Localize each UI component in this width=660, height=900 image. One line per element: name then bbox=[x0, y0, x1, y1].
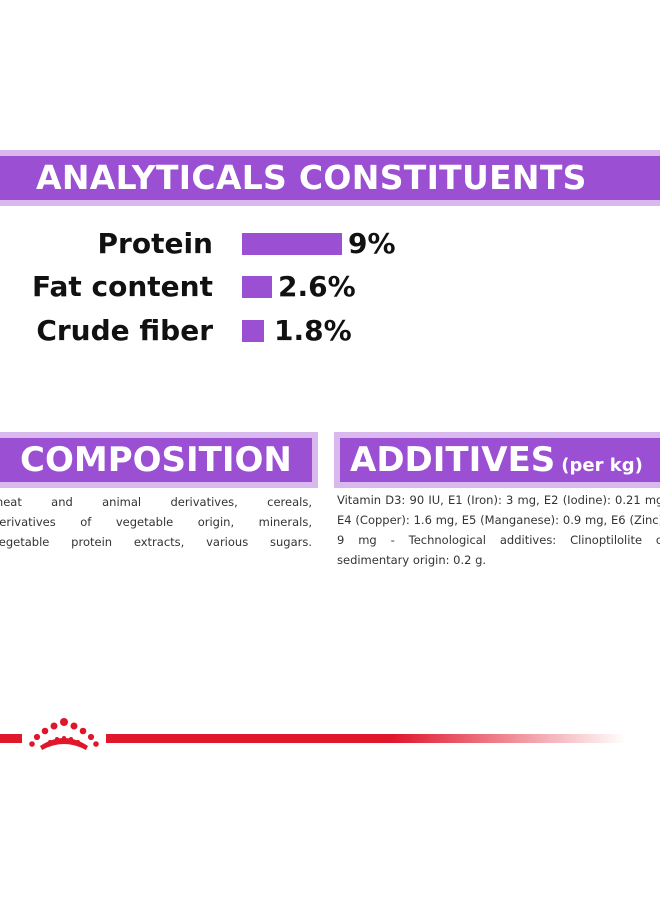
composition-line: vegetable protein extracts, various suga… bbox=[0, 535, 312, 549]
fat-label: Fat content bbox=[32, 270, 213, 303]
fiber-label: Crude fiber bbox=[36, 314, 213, 347]
analytics-banner: ANALYTICALS CONSTITUENTS bbox=[0, 150, 660, 206]
protein-row: Protein 9% bbox=[0, 224, 660, 264]
fiber-value: 1.8% bbox=[274, 314, 352, 347]
additives-text: Vitamin D3: 90 IU, E1 (Iron): 3 mg, E2 (… bbox=[337, 493, 660, 567]
fiber-row: Crude fiber 1.8% bbox=[0, 311, 660, 351]
fat-bar bbox=[242, 276, 272, 298]
analytics-title: ANALYTICALS CONSTITUENTS bbox=[36, 158, 587, 197]
composition-line: derivatives of vegetable origin, mineral… bbox=[0, 515, 312, 529]
additives-banner: ADDITIVES (per kg) bbox=[334, 432, 660, 488]
fiber-bar bbox=[242, 320, 264, 342]
composition-line: meat and animal derivatives, cereals, bbox=[0, 495, 312, 509]
royal-canin-crown-icon bbox=[29, 718, 99, 750]
fat-value: 2.6% bbox=[278, 270, 356, 303]
footer-line-left bbox=[0, 734, 22, 743]
additives-title: ADDITIVES bbox=[350, 440, 556, 480]
composition-title: COMPOSITION bbox=[20, 440, 292, 480]
footer-line-right bbox=[106, 734, 626, 743]
fat-row: Fat content 2.6% bbox=[0, 267, 660, 307]
composition-banner: COMPOSITION bbox=[0, 432, 318, 488]
protein-bar bbox=[242, 233, 342, 255]
additives-subtitle: (per kg) bbox=[561, 455, 643, 476]
protein-value: 9% bbox=[348, 227, 396, 260]
protein-label: Protein bbox=[97, 227, 213, 260]
composition-text: meat and animal derivatives, cereals, de… bbox=[0, 492, 312, 552]
